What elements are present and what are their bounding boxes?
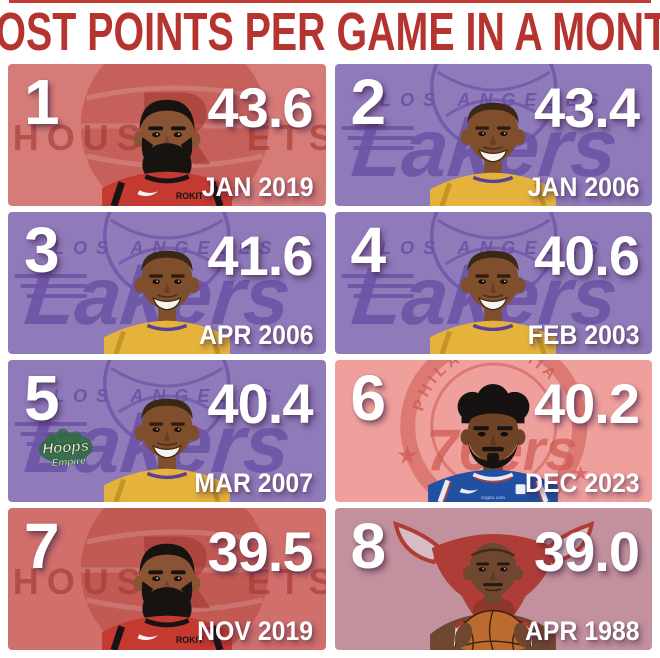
rank-6-card: 6 40.2 DEC 2023	[334, 360, 652, 502]
page-title: MOST POINTS PER GAME IN A MONTH	[0, 2, 660, 62]
rank-4-card: 4 40.6 FEB 2003	[334, 212, 652, 354]
svg-text:Empire: Empire	[51, 456, 86, 469]
ppg-value: 39.0	[534, 520, 640, 583]
rank-5-card: Hoops Empire 5 40.4 MAR 2007	[8, 360, 326, 502]
month-label: JAN 2019	[201, 172, 314, 202]
month-label: MAR 2007	[194, 468, 314, 498]
rank-number: 8	[350, 510, 387, 582]
rank-number: 3	[24, 214, 60, 286]
rank-7-card: 7 39.5 NOV 2019	[8, 508, 326, 650]
ppg-value: 43.4	[534, 76, 640, 139]
title-bar: MOST POINTS PER GAME IN A MONTH	[0, 0, 660, 64]
rank-3-card: 3 41.6 APR 2006	[8, 212, 326, 354]
month-label: APR 2006	[198, 320, 314, 350]
month-label: DEC 2023	[525, 468, 640, 498]
ppg-value: 39.5	[207, 520, 314, 583]
hoops-empire-logo: Hoops Empire	[38, 428, 93, 469]
ppg-value: 43.6	[207, 76, 314, 139]
svg-text:Hoops: Hoops	[42, 438, 90, 458]
month-label: APR 1988	[525, 616, 640, 646]
month-label: NOV 2019	[197, 616, 314, 646]
rank-number: 4	[350, 214, 387, 286]
rank-8-card: 8 39.0 APR 1988	[334, 508, 652, 650]
ppg-value: 40.2	[534, 372, 640, 435]
rank-2-card: 2 43.4 JAN 2006	[334, 64, 652, 206]
rank-number: 1	[24, 66, 60, 138]
ppg-value: 40.4	[207, 372, 314, 435]
rank-number: 7	[24, 510, 60, 582]
month-label: JAN 2006	[528, 172, 640, 202]
ranking-grid: 1 43.6 JAN 2019 2 43.4 JAN 2006 3 41.6 A…	[0, 64, 660, 650]
ppg-value: 41.6	[207, 224, 314, 287]
top-border-strip	[9, 0, 651, 3]
rank-number: 5	[24, 362, 60, 434]
rank-number: 2	[350, 66, 387, 138]
rank-1-card: 1 43.6 JAN 2019	[8, 64, 326, 206]
rank-number: 6	[350, 362, 387, 434]
month-label: FEB 2003	[528, 320, 640, 350]
ppg-value: 40.6	[534, 224, 640, 287]
